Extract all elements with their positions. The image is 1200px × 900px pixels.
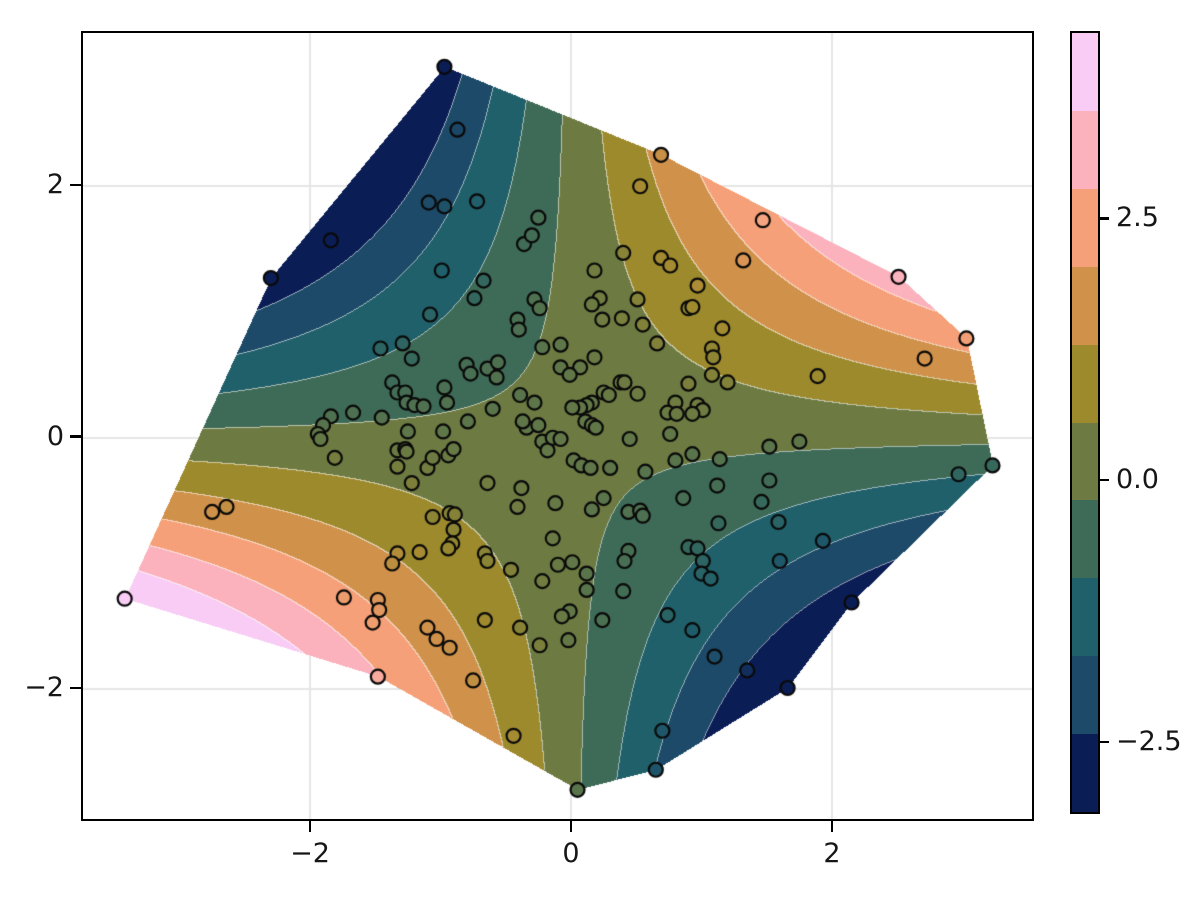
x-tick-mark [569,820,573,832]
x-tick-label: 0 [562,838,580,869]
y-tick-label: 0 [46,420,64,452]
y-tick-mark [70,686,82,690]
colorbar-band [1072,266,1098,345]
y-tick-mark [70,435,82,438]
colorbar-band [1072,188,1098,267]
x-tick-mark [830,820,834,832]
x-tick-label: −2 [290,838,330,869]
colorbar-tick-mark [1100,740,1109,744]
colorbar-band [1072,33,1098,111]
y-tick-label: −2 [24,672,64,703]
colorbar-band [1072,500,1098,579]
x-tick-label: 2 [823,838,841,869]
colorbar-band [1072,110,1098,189]
x-tick-mark [308,820,312,832]
colorbar-band [1072,422,1098,501]
colorbar-band [1072,656,1098,735]
colorbar-tick-label: 0.0 [1116,464,1159,496]
y-tick-label: 2 [46,169,64,200]
y-tick-mark [70,183,82,187]
colorbar-tick-mark [1100,217,1109,220]
colorbar-band [1072,734,1098,813]
colorbar [1070,31,1100,814]
colorbar-band [1072,344,1098,423]
colorbar-tick-label: −2.5 [1116,725,1182,757]
colorbar-band [1072,578,1098,657]
colorbar-tick-mark [1100,478,1109,482]
colorbar-tick-label: 2.5 [1116,202,1159,234]
